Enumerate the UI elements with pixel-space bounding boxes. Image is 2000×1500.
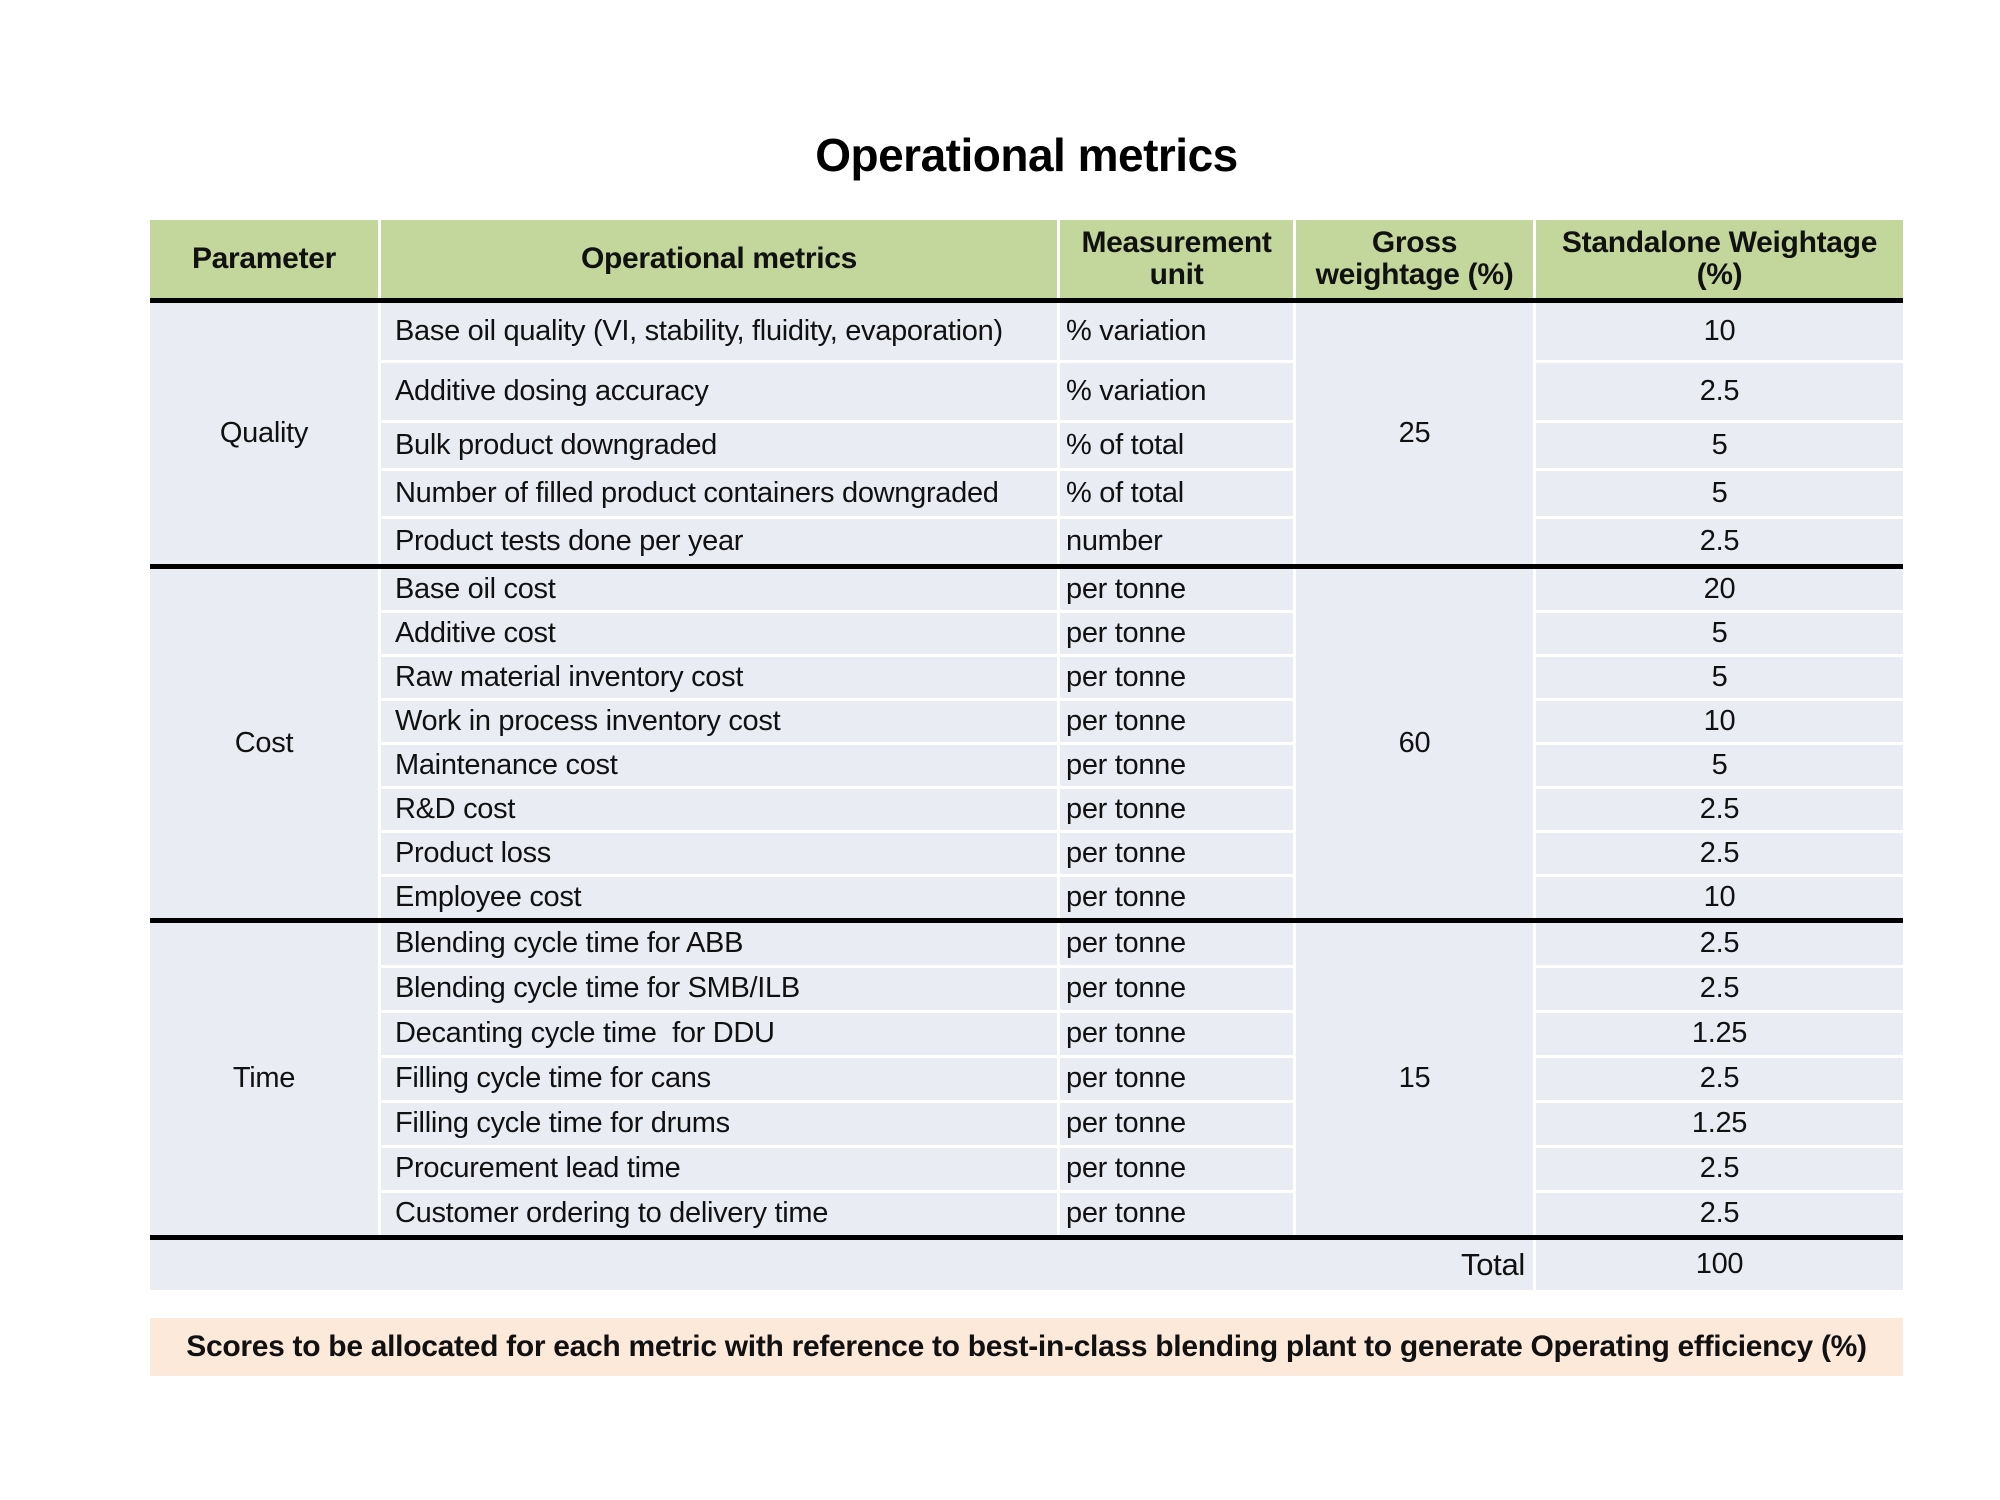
metric-cell: Filling cycle time for drums (381, 1103, 1057, 1145)
unit-cell: per tonne (1060, 833, 1293, 874)
unit-cell: per tonne (1060, 613, 1293, 654)
unit-cell: per tonne (1060, 701, 1293, 742)
standalone-weightage-cell: 5 (1536, 471, 1903, 516)
metric-cell: R&D cost (381, 789, 1057, 830)
gross-weightage-cell: 25 (1296, 303, 1533, 564)
section-divider (150, 564, 1903, 569)
standalone-weightage-cell: 10 (1536, 877, 1903, 918)
table-body: Quality Base oil quality (VI, stability, … (150, 303, 1903, 1240)
standalone-weightage-cell: 10 (1536, 701, 1903, 742)
standalone-weightage-cell: 2.5 (1536, 833, 1903, 874)
unit-cell: per tonne (1060, 1058, 1293, 1100)
metric-cell: Decanting cycle time for DDU (381, 1013, 1057, 1055)
standalone-weightage-cell: 2.5 (1536, 363, 1903, 420)
standalone-weightage-cell: 5 (1536, 745, 1903, 786)
metric-cell: Additive cost (381, 613, 1057, 654)
column-header-measurement-unit: Measurement unit (1060, 220, 1293, 298)
metric-cell: Product tests done per year (381, 519, 1057, 564)
unit-cell: per tonne (1060, 1013, 1293, 1055)
column-header-standalone-weightage: Standalone Weightage (%) (1536, 220, 1903, 298)
standalone-weightage-cell: 1.25 (1536, 1013, 1903, 1055)
standalone-weightage-cell: 5 (1536, 423, 1903, 468)
unit-cell: per tonne (1060, 1103, 1293, 1145)
footnote-banner: Scores to be allocated for each metric w… (150, 1318, 1903, 1376)
gross-weightage-cell: 60 (1296, 569, 1533, 918)
metric-cell: Employee cost (381, 877, 1057, 918)
metric-cell: Customer ordering to delivery time (381, 1193, 1057, 1235)
gross-weightage-cell: 15 (1296, 923, 1533, 1235)
parameter-cell: Cost (150, 569, 378, 918)
header-divider (150, 298, 1903, 303)
table-header-row: Parameter Operational metrics Measuremen… (150, 220, 1903, 298)
unit-cell: % variation (1060, 303, 1293, 360)
page-title: Operational metrics (815, 129, 1238, 181)
table-section-time: Time Blending cycle time for ABB per tonne… (150, 923, 1903, 1235)
metric-cell: Procurement lead time (381, 1148, 1057, 1190)
standalone-weightage-cell: 20 (1536, 569, 1903, 610)
section-divider (150, 1235, 1903, 1240)
unit-cell: per tonne (1060, 569, 1293, 610)
standalone-weightage-cell: 5 (1536, 657, 1903, 698)
unit-cell: per tonne (1060, 877, 1293, 918)
metric-cell: Base oil cost (381, 569, 1057, 610)
column-header-gross-weightage: Gross weightage (%) (1296, 220, 1533, 298)
standalone-weightage-cell: 2.5 (1536, 968, 1903, 1010)
operational-metrics-table: Parameter Operational metrics Measuremen… (150, 220, 1903, 1290)
table-section-quality: Quality Base oil quality (VI, stability, … (150, 303, 1903, 564)
metric-cell: Raw material inventory cost (381, 657, 1057, 698)
total-label: Total (150, 1240, 1533, 1290)
standalone-weightage-cell: 2.5 (1536, 519, 1903, 564)
unit-cell: per tonne (1060, 968, 1293, 1010)
metric-cell: Blending cycle time for SMB/ILB (381, 968, 1057, 1010)
standalone-weightage-cell: 2.5 (1536, 1058, 1903, 1100)
footnote-text: Scores to be allocated for each metric w… (186, 1330, 1867, 1363)
unit-cell: number (1060, 519, 1293, 564)
total-row: Total 100 (150, 1240, 1903, 1290)
metric-cell: Bulk product downgraded (381, 423, 1057, 468)
unit-cell: per tonne (1060, 789, 1293, 830)
metric-cell: Maintenance cost (381, 745, 1057, 786)
standalone-weightage-cell: 2.5 (1536, 923, 1903, 965)
metric-cell: Filling cycle time for cans (381, 1058, 1057, 1100)
column-header-operational-metrics: Operational metrics (381, 220, 1057, 298)
standalone-weightage-cell: 2.5 (1536, 1193, 1903, 1235)
unit-cell: % of total (1060, 423, 1293, 468)
unit-cell: % of total (1060, 471, 1293, 516)
table-section-cost: Cost Base oil cost per tonne 20 Additive cos… (150, 569, 1903, 918)
unit-cell: per tonne (1060, 745, 1293, 786)
metric-cell: Product loss (381, 833, 1057, 874)
metric-cell: Blending cycle time for ABB (381, 923, 1057, 965)
unit-cell: % variation (1060, 363, 1293, 420)
section-divider (150, 918, 1903, 923)
unit-cell: per tonne (1060, 1148, 1293, 1190)
standalone-weightage-cell: 2.5 (1536, 789, 1903, 830)
standalone-weightage-cell: 5 (1536, 613, 1903, 654)
unit-cell: per tonne (1060, 923, 1293, 965)
standalone-weightage-cell: 1.25 (1536, 1103, 1903, 1145)
unit-cell: per tonne (1060, 1193, 1293, 1235)
parameter-cell: Quality (150, 303, 378, 564)
parameter-cell: Time (150, 923, 378, 1235)
standalone-weightage-cell: 10 (1536, 303, 1903, 360)
metric-cell: Work in process inventory cost (381, 701, 1057, 742)
metric-cell: Additive dosing accuracy (381, 363, 1057, 420)
metric-cell: Base oil quality (VI, stability, fluidit… (381, 303, 1057, 360)
standalone-weightage-cell: 2.5 (1536, 1148, 1903, 1190)
unit-cell: per tonne (1060, 657, 1293, 698)
metric-cell: Number of filled product containers down… (381, 471, 1057, 516)
total-value: 100 (1536, 1240, 1903, 1290)
column-header-parameter: Parameter (150, 220, 378, 298)
